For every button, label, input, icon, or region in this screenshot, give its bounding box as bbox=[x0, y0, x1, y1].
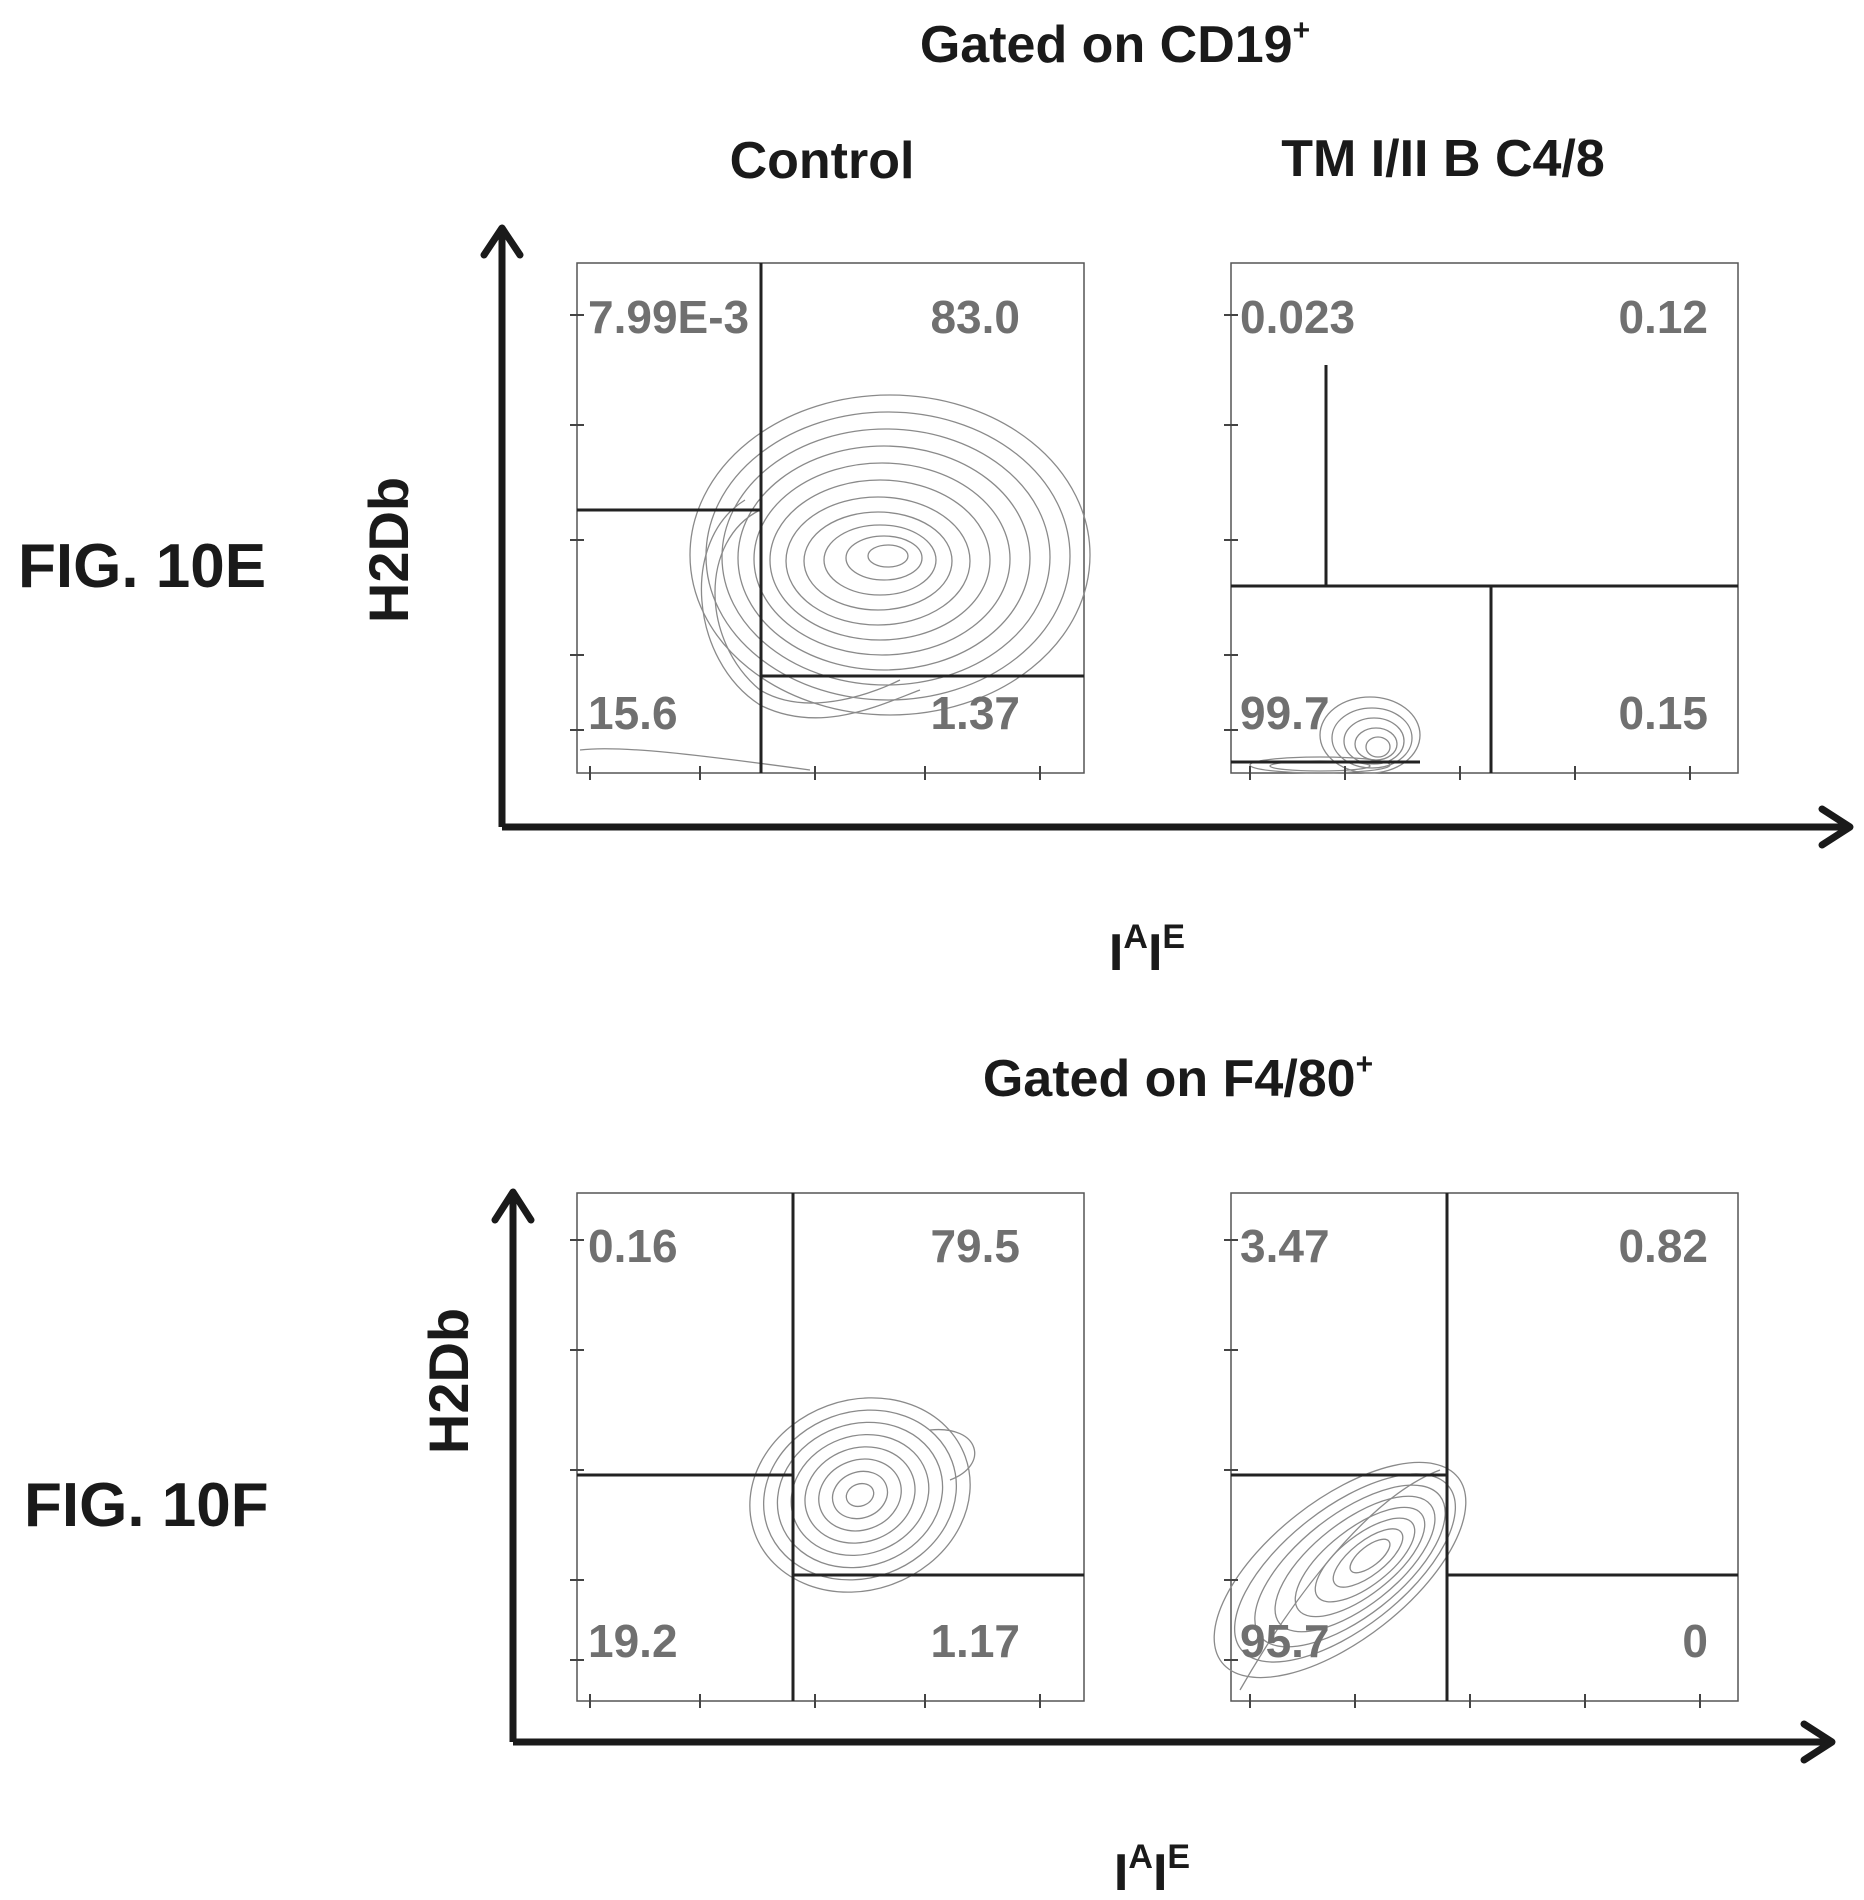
tick-marks bbox=[1224, 314, 1691, 780]
tick-marks bbox=[570, 1239, 1041, 1708]
quadrant-upper-left: 0.16 bbox=[588, 1220, 678, 1272]
gating-title-10e: Gated on CD19+ bbox=[920, 14, 1310, 74]
plot-panel-10e-tm: 0.023 0.12 99.7 0.15 bbox=[1224, 262, 1739, 780]
y-axis-label-10e: H2Db bbox=[357, 477, 420, 623]
quadrant-upper-left: 0.023 bbox=[1240, 291, 1355, 343]
plot-panel-10f-tm: 3.47 0.82 95.7 0 bbox=[1213, 1192, 1739, 1708]
quadrant-upper-right: 0.12 bbox=[1618, 291, 1708, 343]
tick-marks bbox=[570, 314, 1041, 780]
axes-10e bbox=[480, 224, 1854, 849]
quadrant-lower-left: 15.6 bbox=[588, 687, 678, 739]
quadrant-upper-right: 0.82 bbox=[1618, 1220, 1708, 1272]
x-axis-label-10e: IAIE bbox=[1109, 918, 1185, 982]
figure-label-10e: FIG. 10E bbox=[18, 532, 266, 601]
quadrant-upper-right: 83.0 bbox=[930, 291, 1020, 343]
axes-10f bbox=[491, 1188, 1836, 1764]
quadrant-lower-right: 1.37 bbox=[930, 687, 1020, 739]
quadrant-lower-right: 0 bbox=[1682, 1615, 1708, 1667]
quadrant-lower-left: 99.7 bbox=[1240, 687, 1330, 739]
plot-panel-10e-control: 7.99E-3 83.0 15.6 1.37 bbox=[570, 262, 1091, 780]
figure-label-10f: FIG. 10F bbox=[24, 1471, 269, 1540]
gating-title-10f: Gated on F4/80+ bbox=[983, 1048, 1373, 1108]
panel-title-tm: TM I/II B C4/8 bbox=[1281, 130, 1605, 188]
contour-cluster bbox=[579, 394, 1091, 771]
tick-marks bbox=[1224, 1239, 1701, 1708]
contour-cluster bbox=[1213, 1461, 1467, 1691]
quadrant-lower-right: 1.17 bbox=[930, 1615, 1020, 1667]
quadrant-lower-left: 19.2 bbox=[588, 1615, 678, 1667]
x-axis-label-10f: IAIE bbox=[1114, 1838, 1190, 1900]
plot-panel-10f-control: 0.16 79.5 19.2 1.17 bbox=[570, 1192, 1085, 1708]
quadrant-upper-left: 7.99E-3 bbox=[588, 291, 749, 343]
quadrant-lower-left: 95.7 bbox=[1240, 1615, 1330, 1667]
quadrant-lower-right: 0.15 bbox=[1618, 687, 1708, 739]
y-axis-label-10f: H2Db bbox=[417, 1308, 480, 1454]
quadrant-upper-left: 3.47 bbox=[1240, 1220, 1330, 1272]
panel-title-control: Control bbox=[730, 132, 915, 190]
quadrant-upper-right: 79.5 bbox=[930, 1220, 1020, 1272]
